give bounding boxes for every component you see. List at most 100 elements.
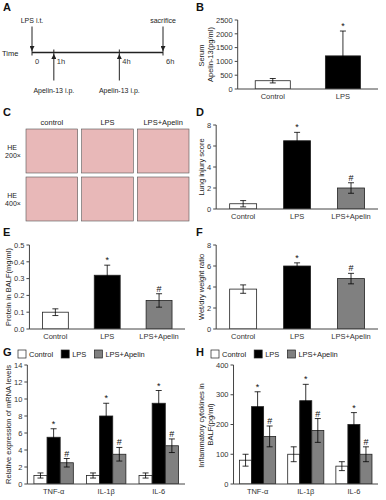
x-tick-label: Control <box>261 92 286 101</box>
error-bar <box>348 183 354 194</box>
tick-label: 1h <box>57 57 65 66</box>
significance-label: # <box>349 173 354 183</box>
image-placeholder <box>137 177 189 221</box>
error-bar <box>315 419 321 443</box>
x-tick-label: Control <box>43 332 68 341</box>
tick-label: 500 <box>220 71 233 80</box>
bar-panel: GRelative expression of mRNA levels02468… <box>3 346 185 496</box>
tick-label: 100 <box>216 450 229 459</box>
significance-label: # <box>267 416 272 426</box>
y-axis-label-line: Lung injury score <box>197 138 206 195</box>
error-bar <box>339 462 345 471</box>
x-tick-label: TNF-α <box>247 487 269 496</box>
x-axis <box>234 484 378 485</box>
tick-label: 300 <box>216 390 229 399</box>
panel-label: H <box>196 346 204 358</box>
panel-label: D <box>196 106 204 118</box>
legend-swatch <box>211 350 219 358</box>
x-tick-label: IL-6 <box>152 487 165 496</box>
tick-label: 0 <box>18 480 22 489</box>
x-axis <box>216 209 378 210</box>
tick-label: 0 <box>35 57 39 66</box>
x-axis <box>238 89 378 90</box>
error-bar <box>351 413 357 437</box>
error-bar <box>37 473 43 478</box>
significance-label: * <box>52 419 56 429</box>
x-axis <box>29 329 185 330</box>
x-axis-label: Time <box>2 49 18 58</box>
significance-label: # <box>315 409 320 419</box>
legend-swatch <box>287 350 295 358</box>
tick-label: 8 <box>207 241 211 250</box>
significance-label: # <box>157 284 162 294</box>
legend-swatch <box>254 350 262 358</box>
significance-label: # <box>117 437 122 447</box>
tick-label: 0.4 <box>14 258 24 267</box>
error-bar <box>116 447 122 461</box>
row-label-line: HE <box>7 144 19 151</box>
bar-panel: HInflammatory cytokines in BALF(pg/ml)01… <box>196 346 378 496</box>
row-label-line: HE <box>7 192 19 199</box>
error-bar <box>294 132 300 149</box>
legend-label: LPS+Apelin <box>298 350 337 359</box>
x-tick-label: IL-6 <box>347 487 360 496</box>
plot-area <box>255 31 360 89</box>
error-bar <box>294 263 300 269</box>
column-label: LPS+Apelin <box>143 118 182 127</box>
x-tick-label: IL-1β <box>297 487 315 496</box>
legend: ControlLPSLPS+Apelin <box>18 350 145 359</box>
tick-label: 0 <box>207 325 211 334</box>
image-placeholder <box>26 177 78 221</box>
y-axis-label: Relative expression of mRNA levels <box>4 365 13 484</box>
tick-label: 0.3 <box>14 274 24 283</box>
legend-label: LPS <box>265 350 279 359</box>
legend-label: Control <box>222 350 247 359</box>
panel-label: F <box>196 226 203 238</box>
y-axis-label: Serum Apelin-13(pg/ml) <box>197 26 215 82</box>
error-bar <box>52 309 58 316</box>
arrow <box>32 27 33 51</box>
x-tick-label: TNF-α <box>43 487 65 496</box>
image-panel: CcontrolLPSLPS+ApelinHE 200×HE 400× <box>3 106 189 221</box>
x-tick-label: LPS+Apelin <box>139 332 178 341</box>
significance-label: # <box>169 429 174 439</box>
tick-label: 0 <box>207 205 211 214</box>
bar <box>230 289 257 329</box>
significance-label: * <box>157 381 161 391</box>
x-tick-label: LPS <box>100 332 114 341</box>
tick-label: 0.1 <box>14 308 24 317</box>
error-bar <box>255 392 261 422</box>
y-axis-label: Wet/dry weight ratio <box>197 254 206 320</box>
arrow <box>119 55 120 81</box>
panel-label: B <box>196 1 204 13</box>
bar-panel: DLung injury score02468ControlLPSLPS+Ape… <box>196 106 378 221</box>
error-bar <box>156 391 162 417</box>
arrow <box>53 55 54 81</box>
tick-label: 6 <box>207 142 211 151</box>
error-bar <box>64 459 70 468</box>
tick-label: 12 <box>14 378 22 387</box>
error-bar <box>103 403 109 429</box>
y-axis <box>233 365 234 484</box>
legend-swatch <box>18 350 26 358</box>
significance-label: * <box>295 253 299 263</box>
y-axis <box>216 245 217 329</box>
panel-label: A <box>3 1 11 13</box>
plot-area <box>34 391 179 485</box>
significance-labels: *# <box>295 122 353 182</box>
bar-panel: FWet/dry weight ratio02468ControlLPSLPS+… <box>196 226 378 341</box>
y-axis-label: Protein in BALF(mg/ml) <box>4 248 13 326</box>
tick-label: 6 <box>18 429 22 438</box>
x-tick-label: Control <box>231 212 256 221</box>
y-axis-label: Lung injury score <box>197 138 206 195</box>
tick-label: 0.5 <box>14 241 24 250</box>
plot-area <box>240 384 372 484</box>
error-bar <box>240 285 246 293</box>
error-bar <box>104 265 110 285</box>
error-bar <box>303 384 309 417</box>
plot-area <box>230 263 365 329</box>
bar <box>284 266 311 329</box>
bar-panel: EProtein in BALF(mg/ml)0.00.10.20.30.40.… <box>3 226 185 341</box>
row-label: HE 400× <box>5 192 21 207</box>
legend-label: LPS+Apelin <box>105 350 144 359</box>
